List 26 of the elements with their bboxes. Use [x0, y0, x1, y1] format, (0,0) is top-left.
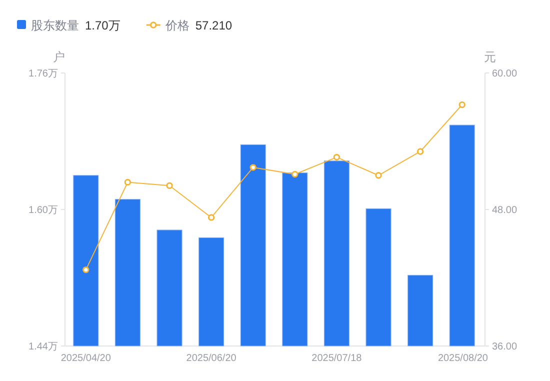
x-tick-label: 2025/07/18 [312, 353, 362, 364]
y-tick-label: 1.44万 [28, 342, 58, 352]
point [208, 214, 215, 221]
point [458, 101, 466, 108]
legend-label: 价格 [164, 18, 190, 32]
text: 57.210 [195, 18, 232, 32]
x-tick-label: 2025/08/20 [438, 353, 488, 364]
point [375, 172, 382, 179]
legend-label: 股东数量 [31, 18, 79, 32]
point [416, 148, 424, 155]
x-tick-label: 2025/04/20 [60, 353, 112, 364]
point [292, 170, 298, 178]
x-tick-label: 2025/06/20 [186, 353, 237, 364]
y2-axis-title: 元 [484, 50, 496, 64]
y-axis-title: 户 [53, 50, 65, 64]
y-tick-label: 1.60万 [28, 205, 58, 216]
point [166, 182, 173, 189]
y2-tick-label: 60.00 [492, 68, 518, 80]
y-tick-label: 1.76万 [28, 68, 58, 80]
y2-tick-label: 48.00 [492, 205, 518, 216]
point [333, 154, 340, 161]
point [250, 164, 256, 171]
y2-tick-label: 36.00 [492, 342, 518, 352]
point [82, 266, 90, 274]
point [124, 178, 132, 186]
text: 1.70万 [85, 18, 120, 32]
